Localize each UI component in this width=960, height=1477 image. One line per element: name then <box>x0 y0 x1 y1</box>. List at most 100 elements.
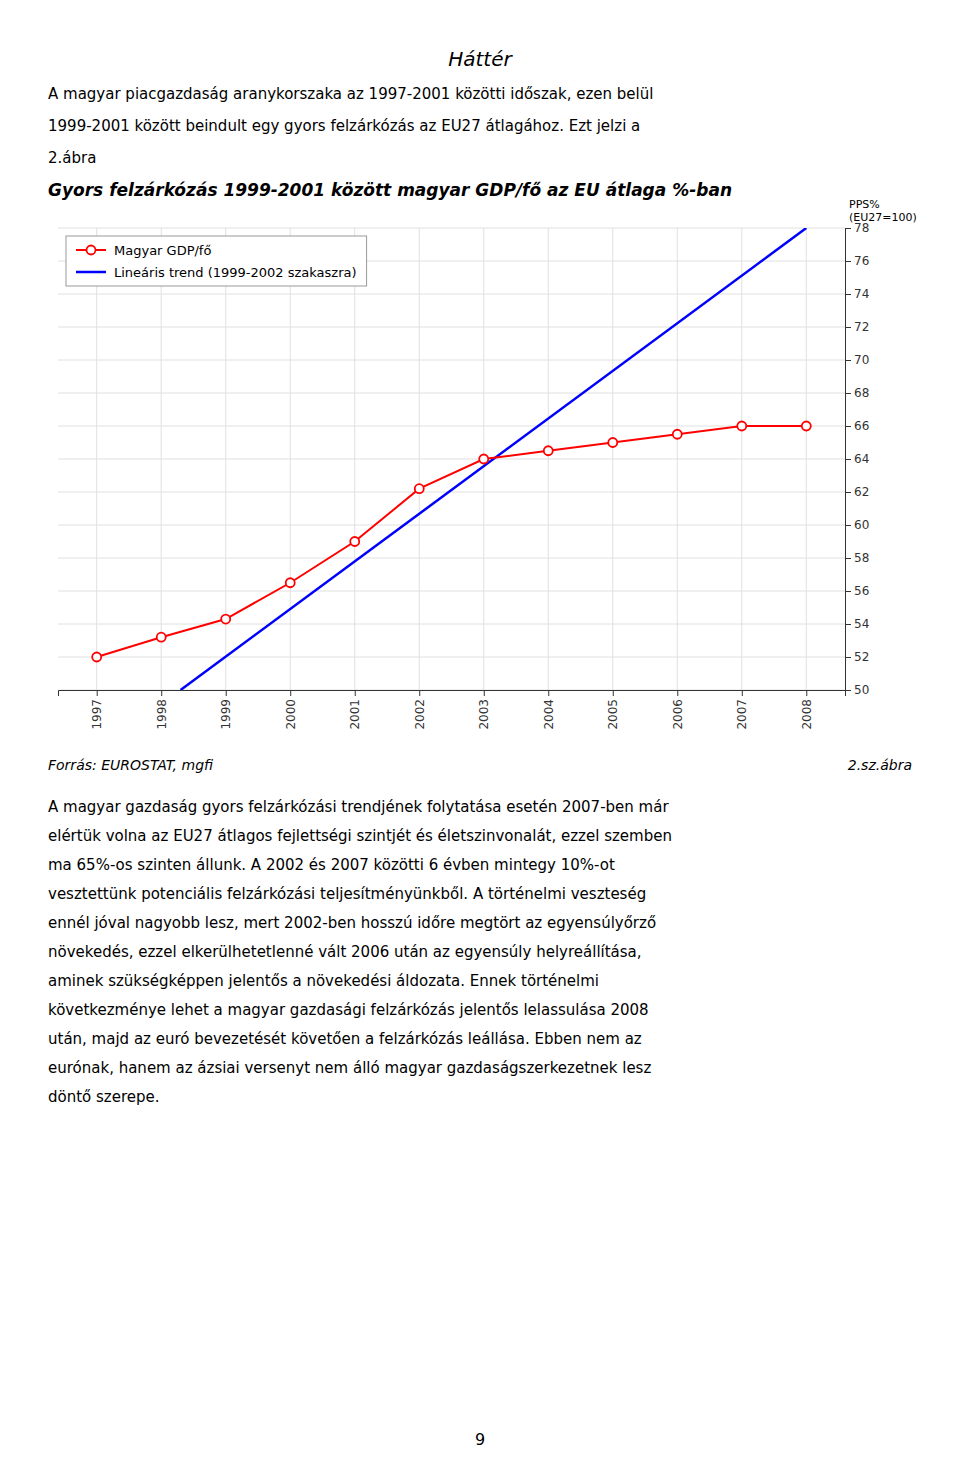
x-tick-label: 2000 <box>284 699 298 730</box>
y-tick: 60 <box>845 518 869 532</box>
y-tick: 50 <box>845 683 869 697</box>
body-line: következménye lehet a magyar gazdasági f… <box>48 1001 649 1019</box>
series-point <box>286 578 295 587</box>
legend: Magyar GDP/fő Lineáris trend (1999-2002 s… <box>66 236 367 286</box>
footer-source: Forrás: EUROSTAT, mgfi <box>48 757 213 773</box>
x-tick: 2003 <box>477 690 491 730</box>
grid-line-y <box>58 657 845 658</box>
y-tick-label: 58 <box>854 551 869 565</box>
series-point <box>350 537 359 546</box>
grid-line-y <box>58 327 845 328</box>
y-tick-label: 68 <box>854 386 869 400</box>
x-tick: 2001 <box>348 690 362 730</box>
legend-items: Magyar GDP/fő Lineáris trend (1999-2002 s… <box>76 243 357 280</box>
y-axis-line <box>846 229 852 691</box>
x-axis: 1997199819992000200120022003200420052006… <box>59 690 846 730</box>
x-tick-label: 2005 <box>606 699 620 730</box>
y-tick-mark <box>845 459 851 460</box>
chart-title: Gyors felzárkózás 1999-2001 között magya… <box>48 180 732 200</box>
grid-line-y <box>58 558 845 559</box>
body-line: aminek szükségképpen jelentős a növekedé… <box>48 972 599 990</box>
x-tick: 1997 <box>90 690 104 730</box>
grid-line-y <box>58 426 845 427</box>
y-tick: 66 <box>845 419 869 433</box>
intro-line: 2.ábra <box>48 149 96 167</box>
y-tick: 64 <box>845 452 869 466</box>
x-tick-mark <box>484 690 485 696</box>
x-tick-label: 2006 <box>671 699 685 730</box>
series-point <box>737 422 746 431</box>
legend-swatch <box>76 271 106 274</box>
y-tick: 76 <box>845 254 869 268</box>
grid-line-y <box>58 591 845 592</box>
body-line: ma 65%-os szinten állunk. A 2002 és 2007… <box>48 856 615 874</box>
y-tick-mark <box>845 228 851 229</box>
y-tick: 56 <box>845 584 869 598</box>
y-tick: 62 <box>845 485 869 499</box>
x-tick-mark <box>226 690 227 696</box>
y-tick-label: 52 <box>854 650 869 664</box>
series-point <box>673 430 682 439</box>
x-tick-mark <box>290 690 291 696</box>
series-line <box>181 228 807 690</box>
x-tick: 2004 <box>542 690 556 730</box>
grid-line-y <box>58 360 845 361</box>
page-number: 9 <box>475 1430 485 1449</box>
y-tick-mark <box>845 327 851 328</box>
x-tick: 2006 <box>671 690 685 730</box>
x-tick-label: 1998 <box>155 699 169 730</box>
y-tick: 74 <box>845 287 869 301</box>
x-axis-line <box>59 691 846 697</box>
x-tick-label: 2001 <box>348 699 362 730</box>
y-tick-label: 74 <box>854 287 869 301</box>
y-tick-mark <box>845 294 851 295</box>
body-line: döntő szerepe. <box>48 1088 160 1106</box>
x-tick-mark <box>742 690 743 696</box>
body-line: növekedés, ezzel elkerülhetetlenné vált … <box>48 943 642 961</box>
grid-line-y <box>58 459 845 460</box>
x-tick-mark <box>419 690 420 696</box>
legend-item: Lineáris trend (1999-2002 szakaszra) <box>76 265 357 280</box>
legend-item: Magyar GDP/fő <box>76 243 211 258</box>
body-line: vesztettünk potenciális felzárkózási tel… <box>48 885 646 903</box>
series-point <box>415 484 424 493</box>
x-tick-mark <box>677 690 678 696</box>
x-tick-label: 2008 <box>800 699 814 730</box>
x-tick-label: 2003 <box>477 699 491 730</box>
grid-line-y <box>58 294 845 295</box>
x-tick: 2008 <box>800 690 814 730</box>
y-tick-label: 62 <box>854 485 869 499</box>
chart: 1997199819992000200120022003200420052006… <box>58 198 917 730</box>
y-axis-label: PPS%(EU27=100) <box>849 198 917 224</box>
body-line: A magyar gazdaság gyors felzárkózási tre… <box>48 798 669 816</box>
series-point <box>479 455 488 464</box>
y-tick: 54 <box>845 617 869 631</box>
y-tick-label: 66 <box>854 419 869 433</box>
series-point <box>157 633 166 642</box>
y-tick-mark <box>845 360 851 361</box>
y-tick-label: 76 <box>854 254 869 268</box>
body-line: eurónak, hanem az ázsiai versenyt nem ál… <box>48 1059 651 1077</box>
legend-label: Magyar GDP/fő <box>114 243 211 258</box>
legend-marker <box>87 246 96 255</box>
x-tick-mark <box>806 690 807 696</box>
y-tick: 72 <box>845 320 869 334</box>
y-tick-mark <box>845 558 851 559</box>
x-tick-label: 2002 <box>413 699 427 730</box>
y-tick-label: 50 <box>854 683 869 697</box>
y-tick-mark <box>845 426 851 427</box>
x-tick-mark <box>613 690 614 696</box>
y-tick: 68 <box>845 386 869 400</box>
y-tick-mark <box>845 690 851 691</box>
y-tick-mark <box>845 393 851 394</box>
x-tick: 2005 <box>606 690 620 730</box>
y-tick-label: 72 <box>854 320 869 334</box>
grid-line-y <box>58 492 845 493</box>
grid-line-y <box>58 393 845 394</box>
y-tick: 70 <box>845 353 869 367</box>
marks <box>92 228 811 690</box>
y-tick-label: 60 <box>854 518 869 532</box>
series-point <box>92 653 101 662</box>
x-tick-mark <box>355 690 356 696</box>
y-tick-label: 54 <box>854 617 869 631</box>
